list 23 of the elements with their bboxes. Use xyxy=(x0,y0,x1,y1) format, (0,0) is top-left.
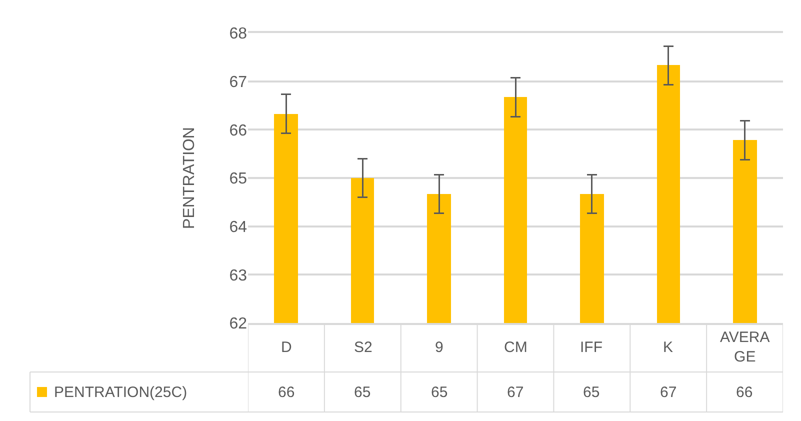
data-label: 65 xyxy=(431,384,448,401)
data-label: 66 xyxy=(278,384,295,401)
y-tick-label: 65 xyxy=(229,170,248,188)
x-tick-label: S2 xyxy=(354,339,372,356)
y-tick-label: 68 xyxy=(229,26,248,43)
x-tick-label: 9 xyxy=(435,339,444,356)
y-tick-label: 63 xyxy=(229,267,248,284)
data-label: 67 xyxy=(660,384,677,401)
x-tick-label: IFF xyxy=(580,339,602,356)
y-tick-label: 64 xyxy=(229,218,248,236)
y-tick-label: 67 xyxy=(229,74,248,91)
data-label: 67 xyxy=(507,384,524,401)
y-tick-label: 66 xyxy=(229,122,248,140)
y-tick-label: 62 xyxy=(229,316,248,333)
x-tick-label: AVERAGE xyxy=(720,329,770,366)
data-label: 65 xyxy=(354,384,371,401)
x-tick-label: K xyxy=(663,339,674,356)
x-tick-label: D xyxy=(281,339,292,356)
data-label: 65 xyxy=(583,384,600,401)
data-label: 66 xyxy=(736,384,753,401)
x-tick-label: CM xyxy=(504,339,528,356)
y-axis-title: PENTRATION xyxy=(181,127,198,229)
legend-label: PENTRATION(25C) xyxy=(54,384,188,401)
